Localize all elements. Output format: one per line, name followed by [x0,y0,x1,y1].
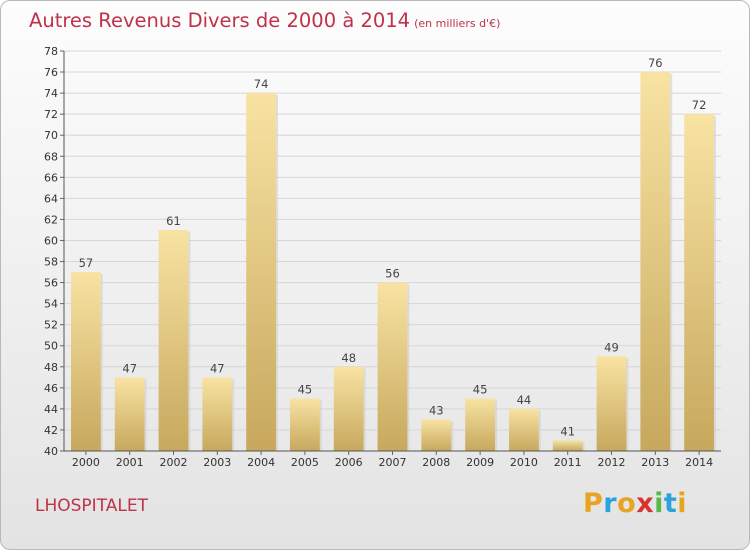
logo-letter: i [654,488,664,519]
y-tick-label: 70 [44,129,58,142]
y-tick-label: 44 [44,403,58,416]
bar-2007 [377,282,408,451]
value-label: 48 [341,351,356,365]
value-label: 43 [429,403,444,417]
chart-title-main: Autres Revenus Divers de 2000 à 2014 [29,9,411,32]
bar-2000 [71,272,101,451]
bar-2001 [114,377,145,451]
y-tick-label: 54 [44,298,58,311]
logo-letter: t [663,488,678,519]
bar-2003 [202,377,233,451]
value-label: 56 [385,267,400,281]
bars [71,72,716,452]
y-tick-label: 46 [44,382,58,395]
y-tick-label: 56 [44,277,58,290]
value-label: 74 [254,77,269,91]
value-label: 76 [648,56,663,70]
logo-letter: r [603,488,618,519]
logo-letter: i [677,488,688,519]
bar-2013 [640,72,671,451]
y-tick-label: 52 [44,319,58,332]
x-tick-label: 2001 [116,456,144,469]
bar-2010 [509,408,539,451]
x-tick-label: 2012 [598,456,626,469]
y-tick-label: 66 [44,171,58,184]
value-label: 61 [166,214,181,228]
bar-2004 [246,93,276,452]
x-tick-label: 2013 [641,456,669,469]
y-tick-label: 40 [44,445,58,458]
proxiti-logo[interactable]: Proxiti [583,488,687,519]
value-label: 47 [122,361,137,375]
x-tick-label: 2004 [247,456,275,469]
bar-2012 [596,356,627,451]
y-tick-label: 72 [44,108,58,121]
logo-letter: x [636,488,655,519]
value-label: 72 [692,98,707,112]
y-tick-label: 60 [44,234,58,247]
chart-subtitle: (en milliers d'€) [414,17,501,30]
x-tick-label: 2009 [466,456,494,469]
bar-2006 [333,366,364,451]
bar-2005 [290,398,320,451]
logo-letter: o [617,488,637,519]
bar-2008 [421,419,452,451]
value-label: 49 [604,340,619,354]
y-tick-label: 76 [44,66,58,79]
x-tick-label: 2002 [160,456,188,469]
value-label: 57 [79,256,94,270]
bar-2011 [552,440,583,451]
x-tick-label: 2003 [203,456,231,469]
axes [60,50,721,455]
y-tick-label: 50 [44,340,58,353]
bar-2014 [684,114,714,451]
y-tick-label: 78 [44,45,58,58]
y-tick-label: 68 [44,150,58,163]
y-tick-label: 58 [44,256,58,269]
x-tick-label: 2006 [335,456,363,469]
y-tick-label: 42 [44,424,58,437]
y-tick-label: 64 [44,192,58,205]
value-label: 41 [560,424,575,438]
chart-title: Autres Revenus Divers de 2000 à 2014 (en … [29,9,500,32]
x-tick-label: 2007 [379,456,407,469]
value-label: 47 [210,361,225,375]
x-tick-label: 2005 [291,456,319,469]
x-tick-label: 2014 [685,456,713,469]
value-label: 44 [517,393,532,407]
y-tick-label: 74 [44,87,58,100]
x-tick-label: 2008 [422,456,450,469]
labels: 40 42 44 46 48 50 52 54 56 58 60 62 64 66 68 70 72 74 76 78… [44,45,713,469]
value-label: 45 [473,382,488,396]
logo-letter: P [583,488,604,519]
y-tick-label: 48 [44,361,58,374]
value-label: 45 [298,382,313,396]
x-tick-label: 2010 [510,456,538,469]
bar-2009 [465,398,495,451]
place-name: LHOSPITALET [35,496,148,516]
x-tick-label: 2011 [554,456,582,469]
y-tick-label: 62 [44,213,58,226]
x-tick-label: 2000 [72,456,100,469]
bar-2002 [158,229,189,451]
